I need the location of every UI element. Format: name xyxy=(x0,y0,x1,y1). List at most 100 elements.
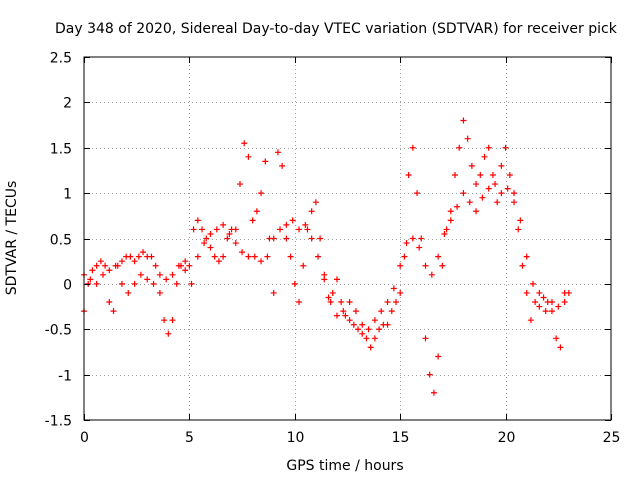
data-point xyxy=(87,276,94,283)
data-point xyxy=(384,321,391,328)
data-point xyxy=(201,240,208,247)
data-point xyxy=(350,321,357,328)
data-point xyxy=(224,235,231,242)
data-point xyxy=(422,335,429,342)
data-point xyxy=(296,299,303,306)
data-point xyxy=(118,280,125,287)
data-point xyxy=(367,344,374,351)
data-point xyxy=(460,117,467,124)
data-point xyxy=(163,276,170,283)
data-point xyxy=(131,280,138,287)
x-tick-label: 20 xyxy=(498,430,516,446)
data-point xyxy=(110,308,117,315)
data-point xyxy=(422,262,429,269)
data-point xyxy=(251,253,258,260)
data-point xyxy=(401,253,408,260)
data-point xyxy=(190,226,197,233)
data-point xyxy=(321,276,328,283)
data-point xyxy=(504,185,511,192)
data-point xyxy=(314,253,321,260)
data-point xyxy=(308,208,315,215)
data-point xyxy=(207,230,214,237)
tick-layer: 0 5 10 15 20 25 -1.5 -1 -0.5 0 0.5 1 1.5 2 2.5 xyxy=(45,51,621,447)
data-point xyxy=(135,253,142,260)
data-point xyxy=(304,226,311,233)
y-tick-label: 0 xyxy=(63,278,72,294)
data-point xyxy=(296,226,303,233)
data-point xyxy=(456,144,463,151)
y-tick-label: 1.5 xyxy=(50,142,72,158)
y-axis-label: SDTVAR / TECUs xyxy=(4,181,20,296)
data-point xyxy=(384,299,391,306)
data-point xyxy=(409,144,416,151)
data-point xyxy=(485,144,492,151)
data-point xyxy=(308,235,315,242)
data-point xyxy=(435,353,442,360)
data-point xyxy=(355,326,362,333)
data-point xyxy=(557,344,564,351)
data-point xyxy=(371,335,378,342)
data-point xyxy=(439,262,446,269)
y-tick-label: 2 xyxy=(63,96,72,112)
data-point xyxy=(435,253,442,260)
data-point xyxy=(277,226,284,233)
data-point xyxy=(125,289,132,296)
data-point xyxy=(93,280,100,287)
data-point xyxy=(169,271,176,278)
y-tick-label: -1 xyxy=(58,369,72,385)
data-point xyxy=(312,199,319,206)
data-point xyxy=(118,258,125,265)
data-point xyxy=(186,262,193,269)
data-point xyxy=(274,149,281,156)
data-point xyxy=(287,253,294,260)
data-point xyxy=(468,162,475,169)
data-point xyxy=(194,253,201,260)
data-point xyxy=(258,258,265,265)
data-point xyxy=(447,208,454,215)
data-point xyxy=(169,317,176,324)
data-point xyxy=(548,299,555,306)
data-point xyxy=(430,389,437,396)
data-point xyxy=(555,303,562,310)
data-point xyxy=(207,244,214,251)
series-1 xyxy=(81,117,572,396)
data-point xyxy=(426,371,433,378)
data-point xyxy=(99,271,106,278)
x-tick-label: 15 xyxy=(392,430,410,446)
data-point xyxy=(333,276,340,283)
data-point xyxy=(226,230,233,237)
data-point xyxy=(127,253,134,260)
data-point xyxy=(232,226,239,233)
data-point xyxy=(473,181,480,188)
data-point xyxy=(542,308,549,315)
data-point xyxy=(220,253,227,260)
data-point xyxy=(97,258,104,265)
data-point xyxy=(414,190,421,197)
data-point xyxy=(540,294,547,301)
data-point xyxy=(199,226,206,233)
data-point xyxy=(515,226,522,233)
data-point xyxy=(289,217,296,224)
data-point xyxy=(283,235,290,242)
data-point xyxy=(376,326,383,333)
x-tick-label: 25 xyxy=(603,430,621,446)
data-point xyxy=(392,299,399,306)
data-point xyxy=(365,326,372,333)
data-point xyxy=(220,221,227,228)
y-tick-label: 0.5 xyxy=(50,233,72,249)
x-tick-label: 0 xyxy=(80,430,89,446)
data-point xyxy=(454,203,461,210)
data-point xyxy=(409,235,416,242)
data-point xyxy=(527,317,534,324)
data-point xyxy=(161,317,168,324)
data-point xyxy=(106,267,113,274)
data-point xyxy=(536,303,543,310)
data-point xyxy=(473,208,480,215)
data-point xyxy=(156,271,163,278)
data-point xyxy=(232,240,239,247)
data-point xyxy=(477,171,484,178)
data-point xyxy=(359,321,366,328)
data-point xyxy=(156,289,163,296)
data-point xyxy=(346,317,353,324)
data-point xyxy=(388,308,395,315)
